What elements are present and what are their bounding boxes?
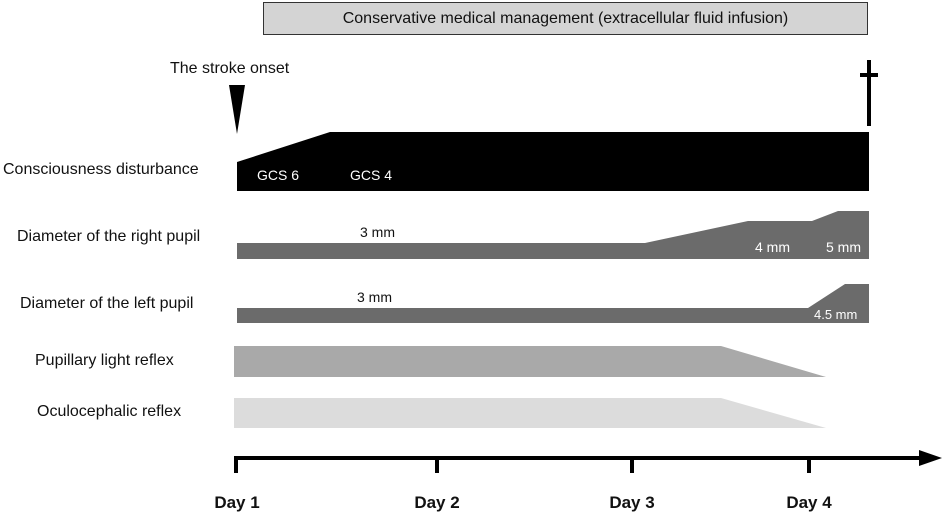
consciousness-label: Consciousness disturbance (3, 161, 199, 178)
time-axis (234, 450, 942, 473)
right-pupil-4mm: 4 mm (755, 239, 790, 255)
down-triangle-icon (229, 85, 245, 134)
right-pupil-5mm: 5 mm (826, 239, 861, 255)
day-3-label: Day 3 (609, 493, 655, 512)
right-pupil-3mm: 3 mm (360, 224, 395, 240)
consciousness-bar (237, 132, 869, 191)
left-pupil-label: Diameter of the left pupil (20, 295, 194, 312)
management-banner-text: Conservative medical management (extrace… (342, 9, 789, 27)
gcs-6-label: GCS 6 (257, 167, 299, 183)
right-pupil-bar (237, 211, 869, 259)
day-2-label: Day 2 (414, 493, 460, 512)
oculocephalic-bar (234, 398, 826, 428)
light-reflex-bar (234, 346, 826, 377)
day-1-label: Day 1 (214, 493, 260, 512)
stroke-onset-label: The stroke onset (170, 60, 290, 77)
light-reflex-label: Pupillary light reflex (35, 352, 174, 369)
management-banner: Conservative medical management (extrace… (263, 2, 868, 35)
day-4-label: Day 4 (786, 493, 832, 512)
left-pupil-4-5mm: 4.5 mm (814, 307, 857, 322)
gcs-4-label: GCS 4 (350, 167, 392, 183)
right-pupil-label: Diameter of the right pupil (17, 228, 201, 245)
left-pupil-3mm: 3 mm (357, 289, 392, 305)
left-pupil-bar (237, 284, 869, 323)
axis-arrowhead-icon (919, 450, 942, 466)
oculocephalic-label: Oculocephalic reflex (37, 403, 182, 420)
dagger-cross-icon (860, 60, 878, 126)
